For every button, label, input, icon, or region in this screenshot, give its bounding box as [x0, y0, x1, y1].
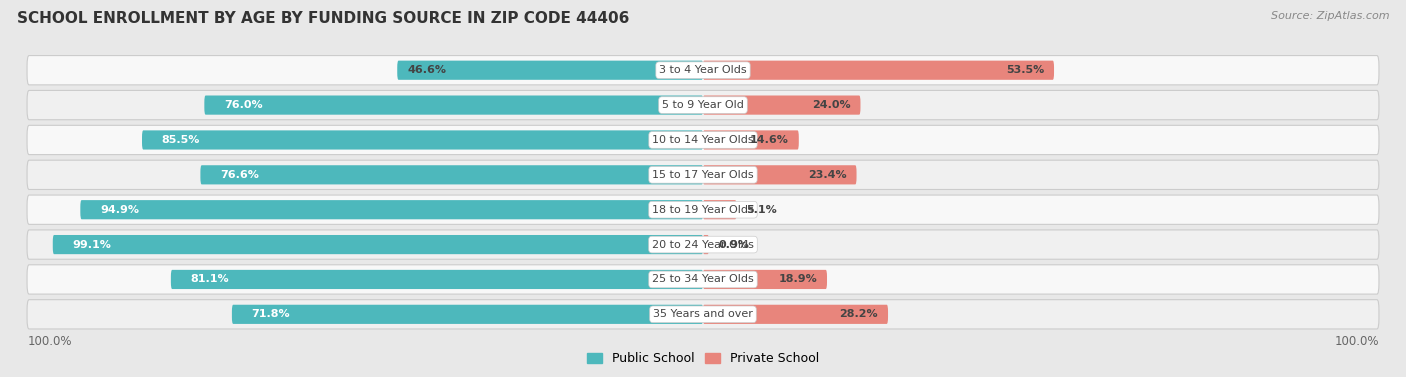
FancyBboxPatch shape [703, 95, 860, 115]
FancyBboxPatch shape [27, 125, 1379, 155]
FancyBboxPatch shape [201, 165, 703, 184]
Text: 18 to 19 Year Olds: 18 to 19 Year Olds [652, 205, 754, 215]
Text: 25 to 34 Year Olds: 25 to 34 Year Olds [652, 274, 754, 285]
Text: 76.6%: 76.6% [221, 170, 259, 180]
Text: 46.6%: 46.6% [408, 65, 446, 75]
Text: SCHOOL ENROLLMENT BY AGE BY FUNDING SOURCE IN ZIP CODE 44406: SCHOOL ENROLLMENT BY AGE BY FUNDING SOUR… [17, 11, 630, 26]
Text: 5 to 9 Year Old: 5 to 9 Year Old [662, 100, 744, 110]
Text: 10 to 14 Year Olds: 10 to 14 Year Olds [652, 135, 754, 145]
Text: 15 to 17 Year Olds: 15 to 17 Year Olds [652, 170, 754, 180]
FancyBboxPatch shape [703, 130, 799, 150]
FancyBboxPatch shape [27, 55, 1379, 85]
FancyBboxPatch shape [703, 305, 889, 324]
Legend: Public School, Private School: Public School, Private School [582, 347, 824, 370]
Text: 5.1%: 5.1% [747, 205, 778, 215]
FancyBboxPatch shape [142, 130, 703, 150]
FancyBboxPatch shape [53, 235, 703, 254]
Text: 53.5%: 53.5% [1005, 65, 1045, 75]
FancyBboxPatch shape [703, 235, 709, 254]
FancyBboxPatch shape [703, 61, 1054, 80]
Text: 24.0%: 24.0% [813, 100, 851, 110]
FancyBboxPatch shape [172, 270, 703, 289]
Text: 3 to 4 Year Olds: 3 to 4 Year Olds [659, 65, 747, 75]
FancyBboxPatch shape [27, 265, 1379, 294]
Text: 23.4%: 23.4% [808, 170, 846, 180]
FancyBboxPatch shape [27, 160, 1379, 190]
Text: 28.2%: 28.2% [839, 309, 879, 319]
Text: 100.0%: 100.0% [1334, 334, 1379, 348]
FancyBboxPatch shape [703, 165, 856, 184]
FancyBboxPatch shape [398, 61, 703, 80]
Text: 81.1%: 81.1% [191, 274, 229, 285]
FancyBboxPatch shape [27, 195, 1379, 224]
FancyBboxPatch shape [27, 90, 1379, 120]
Text: 85.5%: 85.5% [162, 135, 200, 145]
Text: Source: ZipAtlas.com: Source: ZipAtlas.com [1271, 11, 1389, 21]
Text: 99.1%: 99.1% [73, 239, 111, 250]
Text: 18.9%: 18.9% [779, 274, 817, 285]
Text: 100.0%: 100.0% [27, 334, 72, 348]
FancyBboxPatch shape [27, 230, 1379, 259]
FancyBboxPatch shape [80, 200, 703, 219]
Text: 0.9%: 0.9% [718, 239, 749, 250]
FancyBboxPatch shape [232, 305, 703, 324]
FancyBboxPatch shape [703, 270, 827, 289]
Text: 35 Years and over: 35 Years and over [652, 309, 754, 319]
Text: 14.6%: 14.6% [749, 135, 789, 145]
FancyBboxPatch shape [204, 95, 703, 115]
Text: 76.0%: 76.0% [224, 100, 263, 110]
Text: 20 to 24 Year Olds: 20 to 24 Year Olds [652, 239, 754, 250]
Text: 94.9%: 94.9% [100, 205, 139, 215]
FancyBboxPatch shape [703, 200, 737, 219]
Text: 71.8%: 71.8% [252, 309, 290, 319]
FancyBboxPatch shape [27, 300, 1379, 329]
